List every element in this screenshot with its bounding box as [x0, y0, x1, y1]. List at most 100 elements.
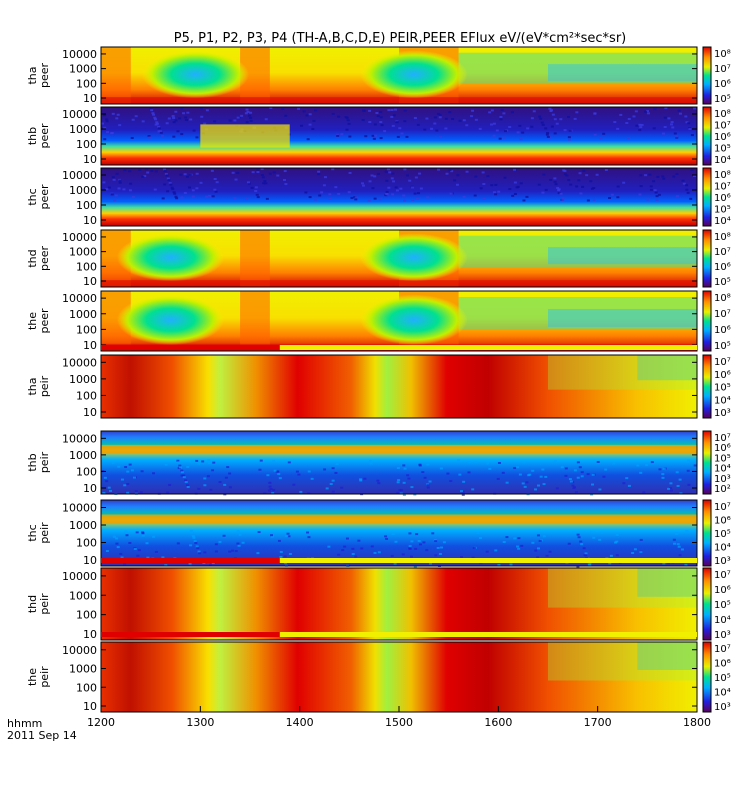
speckle	[198, 552, 202, 555]
speckle	[185, 175, 189, 178]
speckle	[233, 119, 237, 122]
speckle	[465, 170, 469, 173]
speckle	[592, 536, 596, 539]
speckle	[527, 474, 531, 477]
speckle	[438, 116, 442, 119]
speckle	[135, 531, 139, 534]
speckle	[336, 134, 340, 137]
speckle	[174, 195, 178, 198]
speckle	[245, 198, 249, 201]
speckle	[130, 136, 134, 139]
flux-blob	[360, 233, 468, 282]
y-tick-label: 10	[83, 482, 97, 495]
speckle	[157, 125, 161, 128]
speckle	[401, 553, 405, 556]
speckle	[439, 467, 443, 470]
panel-label-probe: the	[26, 312, 39, 330]
speckle	[522, 461, 526, 464]
speckle	[687, 122, 691, 125]
speckle	[638, 129, 642, 132]
speckle	[458, 473, 462, 476]
panel-frame	[100, 567, 698, 641]
speckle	[105, 118, 109, 121]
speckle	[105, 550, 109, 553]
speckle	[376, 479, 380, 482]
flux-blob	[360, 50, 468, 99]
speckle	[152, 113, 156, 116]
speckle	[400, 132, 404, 135]
speckle	[214, 190, 218, 193]
panel-image	[101, 431, 697, 494]
speckle	[373, 175, 377, 178]
speckle	[115, 542, 119, 545]
colorbar-label: 10⁶	[714, 79, 731, 90]
flux-blob	[116, 233, 225, 282]
speckle	[430, 127, 434, 130]
speckle	[379, 121, 383, 124]
speckle	[182, 474, 186, 477]
speckle	[626, 137, 630, 140]
colorbar-label: 10⁵	[714, 205, 731, 216]
speckle	[287, 535, 291, 538]
speckle	[345, 116, 349, 119]
speckle	[534, 488, 538, 491]
speckle	[669, 487, 673, 490]
colorbar-label: 10³	[714, 408, 731, 419]
speckle	[115, 117, 119, 120]
speckle	[284, 114, 288, 117]
speckle	[292, 483, 296, 486]
speckle	[157, 127, 161, 130]
colorbar	[702, 567, 712, 641]
speckle	[684, 563, 688, 566]
speckle	[467, 471, 471, 474]
speckle	[462, 195, 466, 198]
speckle	[550, 125, 554, 128]
speckle	[423, 128, 427, 131]
panel-label-probe: thd	[26, 595, 39, 613]
speckle	[116, 113, 120, 116]
speckle	[513, 192, 517, 195]
x-tick-label: 1300	[186, 716, 214, 729]
speckle	[577, 179, 581, 182]
speckle	[188, 562, 192, 565]
speckle	[388, 171, 392, 174]
speckle	[166, 177, 170, 180]
speckle	[334, 471, 338, 474]
speckle	[189, 544, 193, 547]
speckle	[103, 476, 107, 479]
speckle	[457, 459, 461, 462]
speckle	[311, 127, 315, 130]
warm-band	[240, 291, 270, 351]
speckle	[417, 539, 421, 542]
panel-image	[101, 500, 697, 566]
speckle	[141, 175, 145, 178]
x-axis: 1200 1300 1400 1500 1600 1700 1800	[87, 706, 711, 729]
speckle	[283, 555, 287, 558]
speckle	[497, 563, 501, 566]
speckle	[482, 197, 486, 200]
speckle	[648, 173, 652, 176]
speckle	[627, 117, 631, 120]
speckle	[675, 471, 679, 474]
speckle	[114, 194, 118, 197]
speckle	[277, 473, 281, 476]
speckle	[652, 127, 656, 130]
status-bar-yellow	[101, 558, 697, 563]
speckle	[151, 112, 155, 115]
speckle	[448, 169, 452, 172]
speckle	[376, 115, 380, 118]
speckle	[254, 190, 258, 193]
speckle	[413, 117, 417, 120]
speckle	[530, 117, 534, 120]
speckle	[340, 133, 344, 136]
speckle	[632, 115, 636, 118]
speckle	[228, 119, 232, 122]
speckle	[175, 197, 179, 200]
speckle	[245, 108, 249, 111]
panel-the-peir: 10000 1000 100 10 the peir 10⁷ 10⁶ 10⁵ 10⁴ 10³	[26, 632, 731, 713]
speckle	[112, 178, 116, 181]
speckle	[245, 121, 249, 124]
speckle	[354, 196, 358, 199]
speckle	[622, 181, 626, 184]
speckle	[639, 174, 643, 177]
